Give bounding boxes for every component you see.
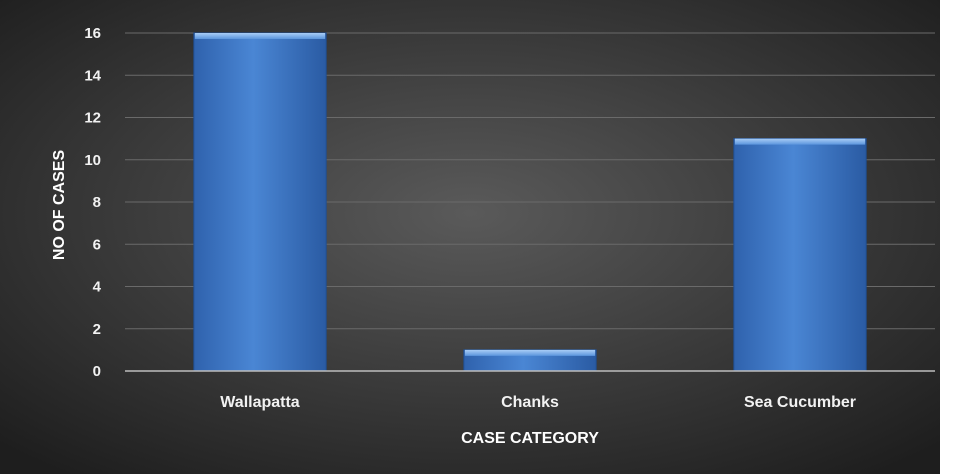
- bar-highlight: [194, 33, 326, 39]
- y-tick-label: 4: [93, 279, 102, 296]
- x-axis-title: CASE CATEGORY: [461, 430, 599, 447]
- bar: [463, 349, 597, 372]
- y-tick-label: 10: [84, 152, 101, 169]
- y-tick-label: 14: [84, 67, 101, 84]
- bar-body: [193, 32, 327, 372]
- y-tick-label: 0: [93, 363, 101, 380]
- y-tick-label: 8: [93, 194, 101, 211]
- tick-labels: 0 2 4 6 8 10 12 14 16 Wallapatta Chanks Sea Cucumbe…: [84, 25, 856, 411]
- bar: [733, 138, 867, 372]
- bar-body: [733, 138, 867, 372]
- bar-highlight: [734, 138, 866, 145]
- bar-highlight: [464, 349, 596, 356]
- x-category-label: Chanks: [501, 394, 559, 411]
- y-tick-label: 6: [93, 236, 101, 253]
- y-axis-title: NO OF CASES: [51, 150, 68, 261]
- bar: [193, 32, 327, 372]
- x-category-label: Wallapatta: [220, 394, 300, 411]
- x-category-label: Sea Cucumber: [744, 394, 856, 411]
- bars: [193, 32, 867, 372]
- y-tick-label: 12: [84, 110, 101, 127]
- y-tick-label: 16: [84, 25, 101, 42]
- y-tick-label: 2: [93, 321, 101, 338]
